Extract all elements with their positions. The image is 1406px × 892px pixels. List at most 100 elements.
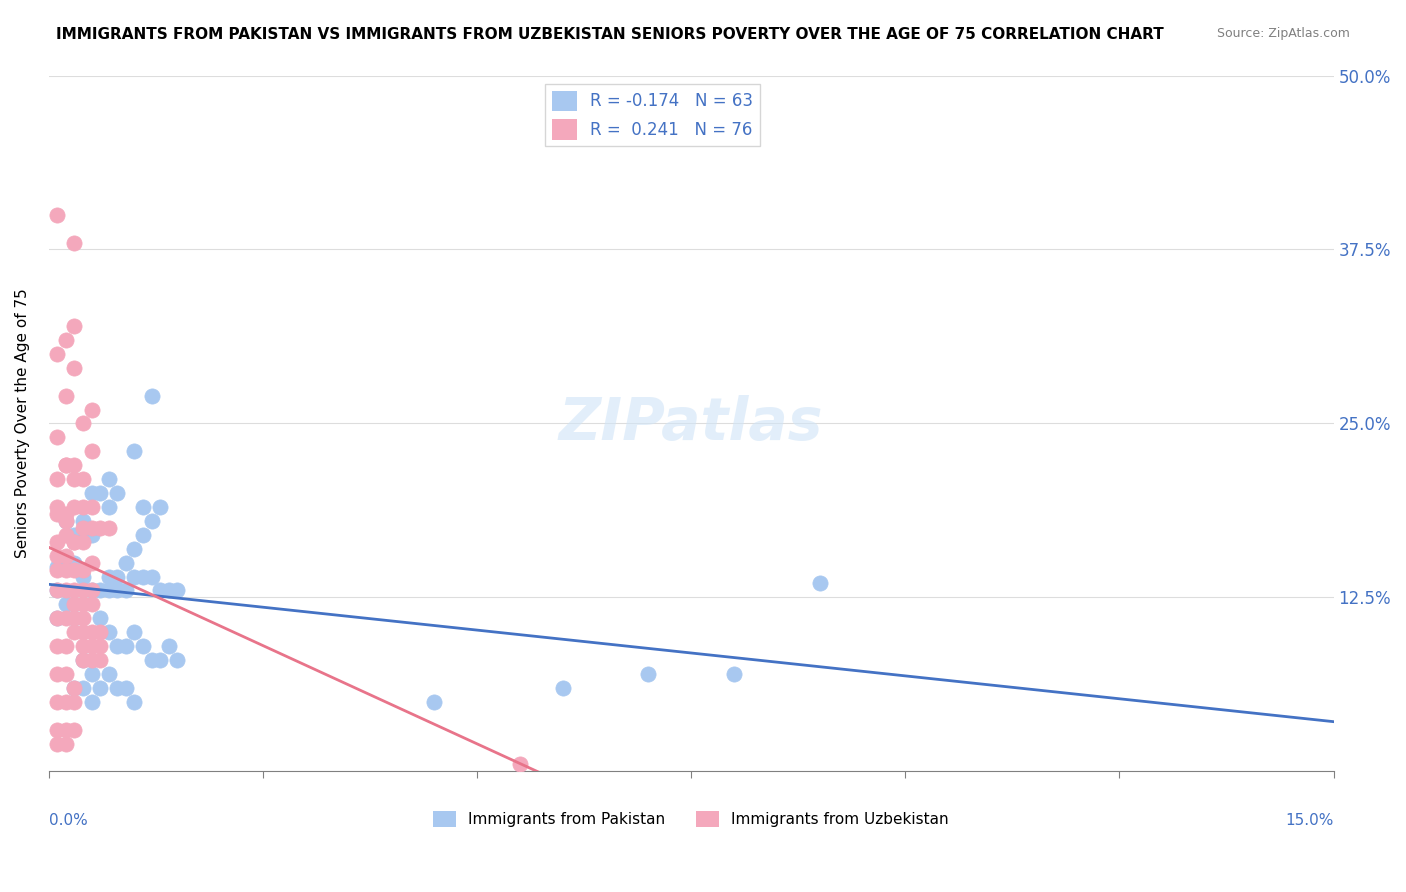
Point [124, 625, 146, 640]
Point [97, 569, 120, 583]
Point [72, 625, 94, 640]
Point [89, 625, 111, 640]
Point [63, 611, 86, 625]
Point [72, 534, 94, 549]
Point [72, 417, 94, 431]
Point [63, 458, 86, 473]
Point [46, 534, 69, 549]
Point [80, 583, 103, 598]
Point [114, 639, 136, 653]
Point [637, 667, 659, 681]
Point [509, 757, 531, 772]
Point [80, 639, 103, 653]
Point [63, 360, 86, 375]
Point [63, 500, 86, 514]
Point [63, 528, 86, 542]
Point [105, 569, 128, 583]
Point [97, 521, 120, 535]
Point [46, 639, 69, 653]
Point [63, 472, 86, 486]
Point [89, 653, 111, 667]
Point [46, 472, 69, 486]
Point [63, 598, 86, 612]
Point [46, 583, 69, 598]
Point [80, 598, 103, 612]
Point [63, 681, 86, 695]
Point [46, 208, 69, 222]
Point [46, 695, 69, 709]
Point [63, 681, 86, 695]
Point [551, 681, 574, 695]
Point [97, 667, 120, 681]
Point [141, 514, 163, 528]
Point [723, 667, 745, 681]
Text: 15.0%: 15.0% [1285, 814, 1333, 828]
Point [80, 500, 103, 514]
Point [72, 514, 94, 528]
Point [46, 723, 69, 737]
Point [55, 458, 77, 473]
Point [55, 559, 77, 574]
Point [89, 521, 111, 535]
Point [114, 556, 136, 570]
Point [72, 639, 94, 653]
Point [423, 695, 446, 709]
Point [114, 583, 136, 598]
Point [166, 583, 188, 598]
Point [80, 667, 103, 681]
Point [97, 625, 120, 640]
Point [149, 583, 172, 598]
Point [89, 611, 111, 625]
Point [89, 583, 111, 598]
Point [63, 318, 86, 333]
Point [97, 583, 120, 598]
Point [63, 534, 86, 549]
Point [132, 500, 155, 514]
Point [46, 559, 69, 574]
Point [55, 583, 77, 598]
Point [124, 541, 146, 556]
Point [97, 500, 120, 514]
Point [141, 389, 163, 403]
Y-axis label: Seniors Poverty Over the Age of 75: Seniors Poverty Over the Age of 75 [15, 289, 30, 558]
Point [149, 653, 172, 667]
Point [132, 569, 155, 583]
Point [105, 583, 128, 598]
Point [157, 583, 180, 598]
Point [63, 611, 86, 625]
Point [63, 695, 86, 709]
Point [55, 598, 77, 612]
Point [72, 521, 94, 535]
Point [63, 563, 86, 577]
Point [55, 723, 77, 737]
Point [89, 681, 111, 695]
Point [80, 653, 103, 667]
Point [105, 681, 128, 695]
Legend: Immigrants from Pakistan, Immigrants from Uzbekistan: Immigrants from Pakistan, Immigrants fro… [427, 805, 955, 833]
Point [72, 569, 94, 583]
Point [46, 507, 69, 521]
Point [63, 534, 86, 549]
Point [55, 528, 77, 542]
Point [166, 653, 188, 667]
Point [55, 667, 77, 681]
Point [105, 486, 128, 500]
Point [141, 569, 163, 583]
Point [72, 472, 94, 486]
Point [55, 639, 77, 653]
Point [80, 402, 103, 417]
Point [132, 528, 155, 542]
Point [80, 556, 103, 570]
Point [157, 639, 180, 653]
Point [89, 486, 111, 500]
Point [80, 695, 103, 709]
Point [55, 514, 77, 528]
Point [80, 486, 103, 500]
Point [89, 639, 111, 653]
Text: Source: ZipAtlas.com: Source: ZipAtlas.com [1216, 27, 1350, 40]
Point [55, 563, 77, 577]
Point [141, 653, 163, 667]
Point [55, 333, 77, 347]
Point [46, 563, 69, 577]
Point [63, 723, 86, 737]
